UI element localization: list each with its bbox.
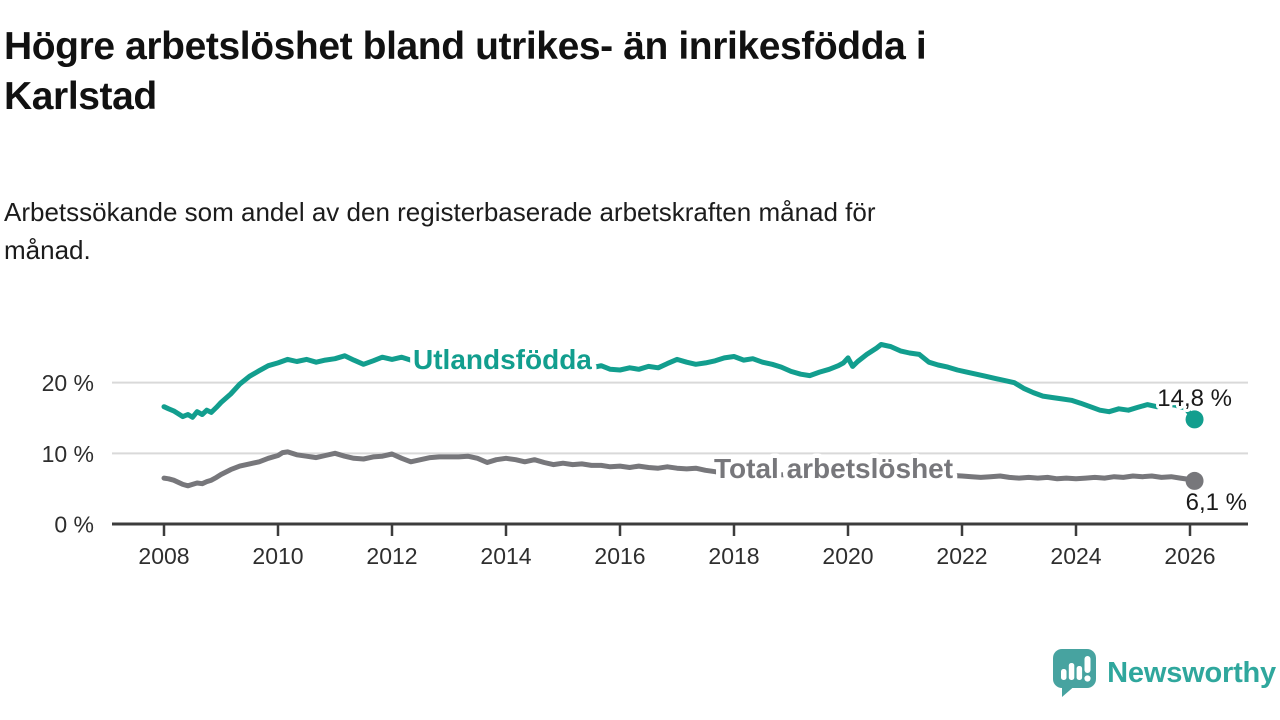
- series-end-dot-0: [1185, 410, 1204, 429]
- series-end-dot-1: [1185, 471, 1204, 490]
- title-line-2: Karlstad: [4, 75, 157, 118]
- title-line-1: Högre arbetslöshet bland utrikes- än inr…: [4, 25, 927, 68]
- y-axis-tick-label: 20 %: [42, 370, 94, 396]
- y-axis-tick-label: 0 %: [54, 512, 94, 538]
- x-axis-tick-label: 2014: [480, 543, 531, 569]
- x-axis-tick-label: 2024: [1050, 543, 1101, 569]
- series-line-1: [161, 449, 1198, 489]
- subtitle-line-1: Arbetssökande som andel av den registerb…: [4, 197, 876, 227]
- newsworthy-logo-text: Newsworthy: [1107, 656, 1276, 689]
- y-axis-tick-label: 10 %: [42, 441, 94, 467]
- series-end-value-label-0: 14,8 %: [1157, 385, 1232, 412]
- series-label-0: Utlandsfödda: [413, 344, 592, 375]
- x-axis-tick-label: 2012: [366, 543, 417, 569]
- x-axis-tick-label: 2016: [594, 543, 645, 569]
- x-axis-tick-label: 2010: [252, 543, 303, 569]
- subtitle-line-2: månad.: [4, 235, 91, 265]
- newsworthy-bubble-chart-icon: [1053, 649, 1097, 697]
- page-title: Högre arbetslöshet bland utrikes- än inr…: [4, 22, 1224, 122]
- series-line-0: [161, 342, 1198, 422]
- x-axis-tick-label: 2026: [1164, 543, 1215, 569]
- x-axis-tick-label: 2018: [708, 543, 759, 569]
- newsworthy-logo: Newsworthy: [1052, 648, 1276, 698]
- series-label-1: Total arbetslöshet: [714, 453, 953, 484]
- x-axis-tick-label: 2008: [138, 543, 189, 569]
- x-axis-tick-label: 2022: [936, 543, 987, 569]
- series-end-value-label-1: 6,1 %: [1186, 489, 1247, 516]
- x-axis-tick-label: 2020: [822, 543, 873, 569]
- chart-subtitle: Arbetssökande som andel av den registerb…: [4, 193, 1224, 269]
